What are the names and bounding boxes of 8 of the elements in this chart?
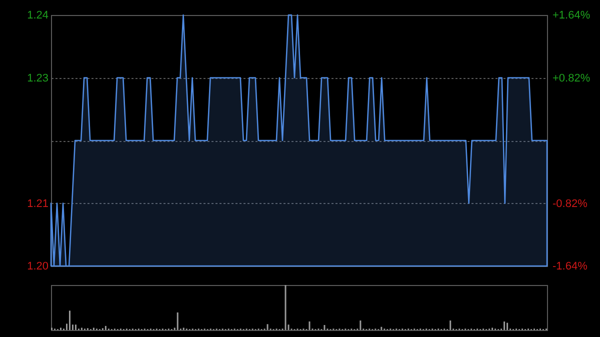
y2-tick-label: +0.82%: [552, 72, 590, 84]
y-tick-label: 1.21: [27, 198, 48, 210]
y-tick-label: 1.24: [27, 10, 48, 22]
y-tick-label: 1.23: [27, 72, 48, 84]
y2-tick-label: -1.64%: [552, 260, 588, 272]
y2-tick-label: -0.82%: [552, 198, 588, 210]
y2-tick-label: +1.64%: [552, 10, 590, 22]
y-tick-label: 1.20: [27, 260, 48, 272]
